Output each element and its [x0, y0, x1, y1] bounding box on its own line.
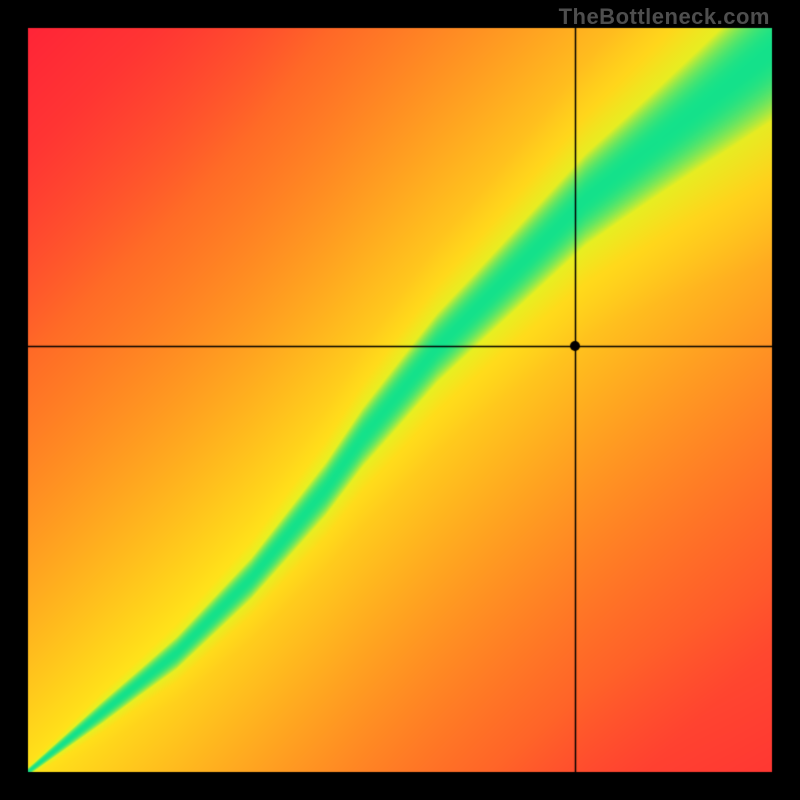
watermark-text: TheBottleneck.com	[559, 4, 770, 30]
bottleneck-heatmap	[0, 0, 800, 800]
chart-container: { "watermark": "TheBottleneck.com", "cha…	[0, 0, 800, 800]
